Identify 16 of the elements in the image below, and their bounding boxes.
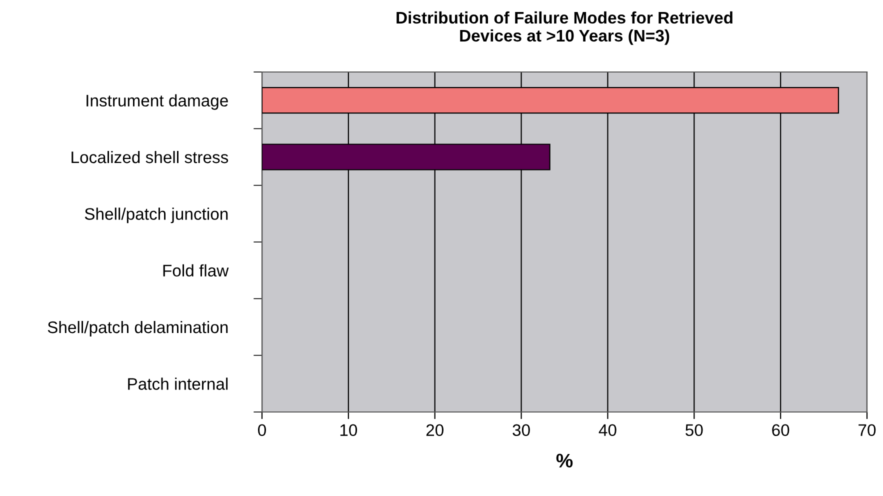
y-tick-label: Fold flaw (163, 264, 229, 277)
x-tick-label: 30 (512, 424, 530, 436)
y-tick-label: Instrument damage (86, 94, 228, 110)
chart-title: Distribution of Failure Modes for Retrieved Devices at >10 Years (N=3) (396, 11, 732, 45)
x-tick-label: 50 (686, 424, 703, 436)
x-tick-label: 40 (598, 424, 616, 436)
x-tick-label: 60 (772, 424, 790, 436)
x-tick-label: 20 (426, 424, 444, 436)
x-tick-label: 0 (258, 424, 266, 436)
x-axis-title: % (556, 454, 573, 468)
y-tick-label: Shell/patch delamination (48, 320, 228, 336)
x-tick-label: 10 (340, 424, 358, 436)
y-tick-label: Patch internal (128, 378, 228, 390)
y-tick-label: Shell/patch junction (84, 208, 228, 224)
x-tick-label: 70 (858, 424, 876, 436)
y-tick-label: Localized shell stress (72, 150, 228, 164)
